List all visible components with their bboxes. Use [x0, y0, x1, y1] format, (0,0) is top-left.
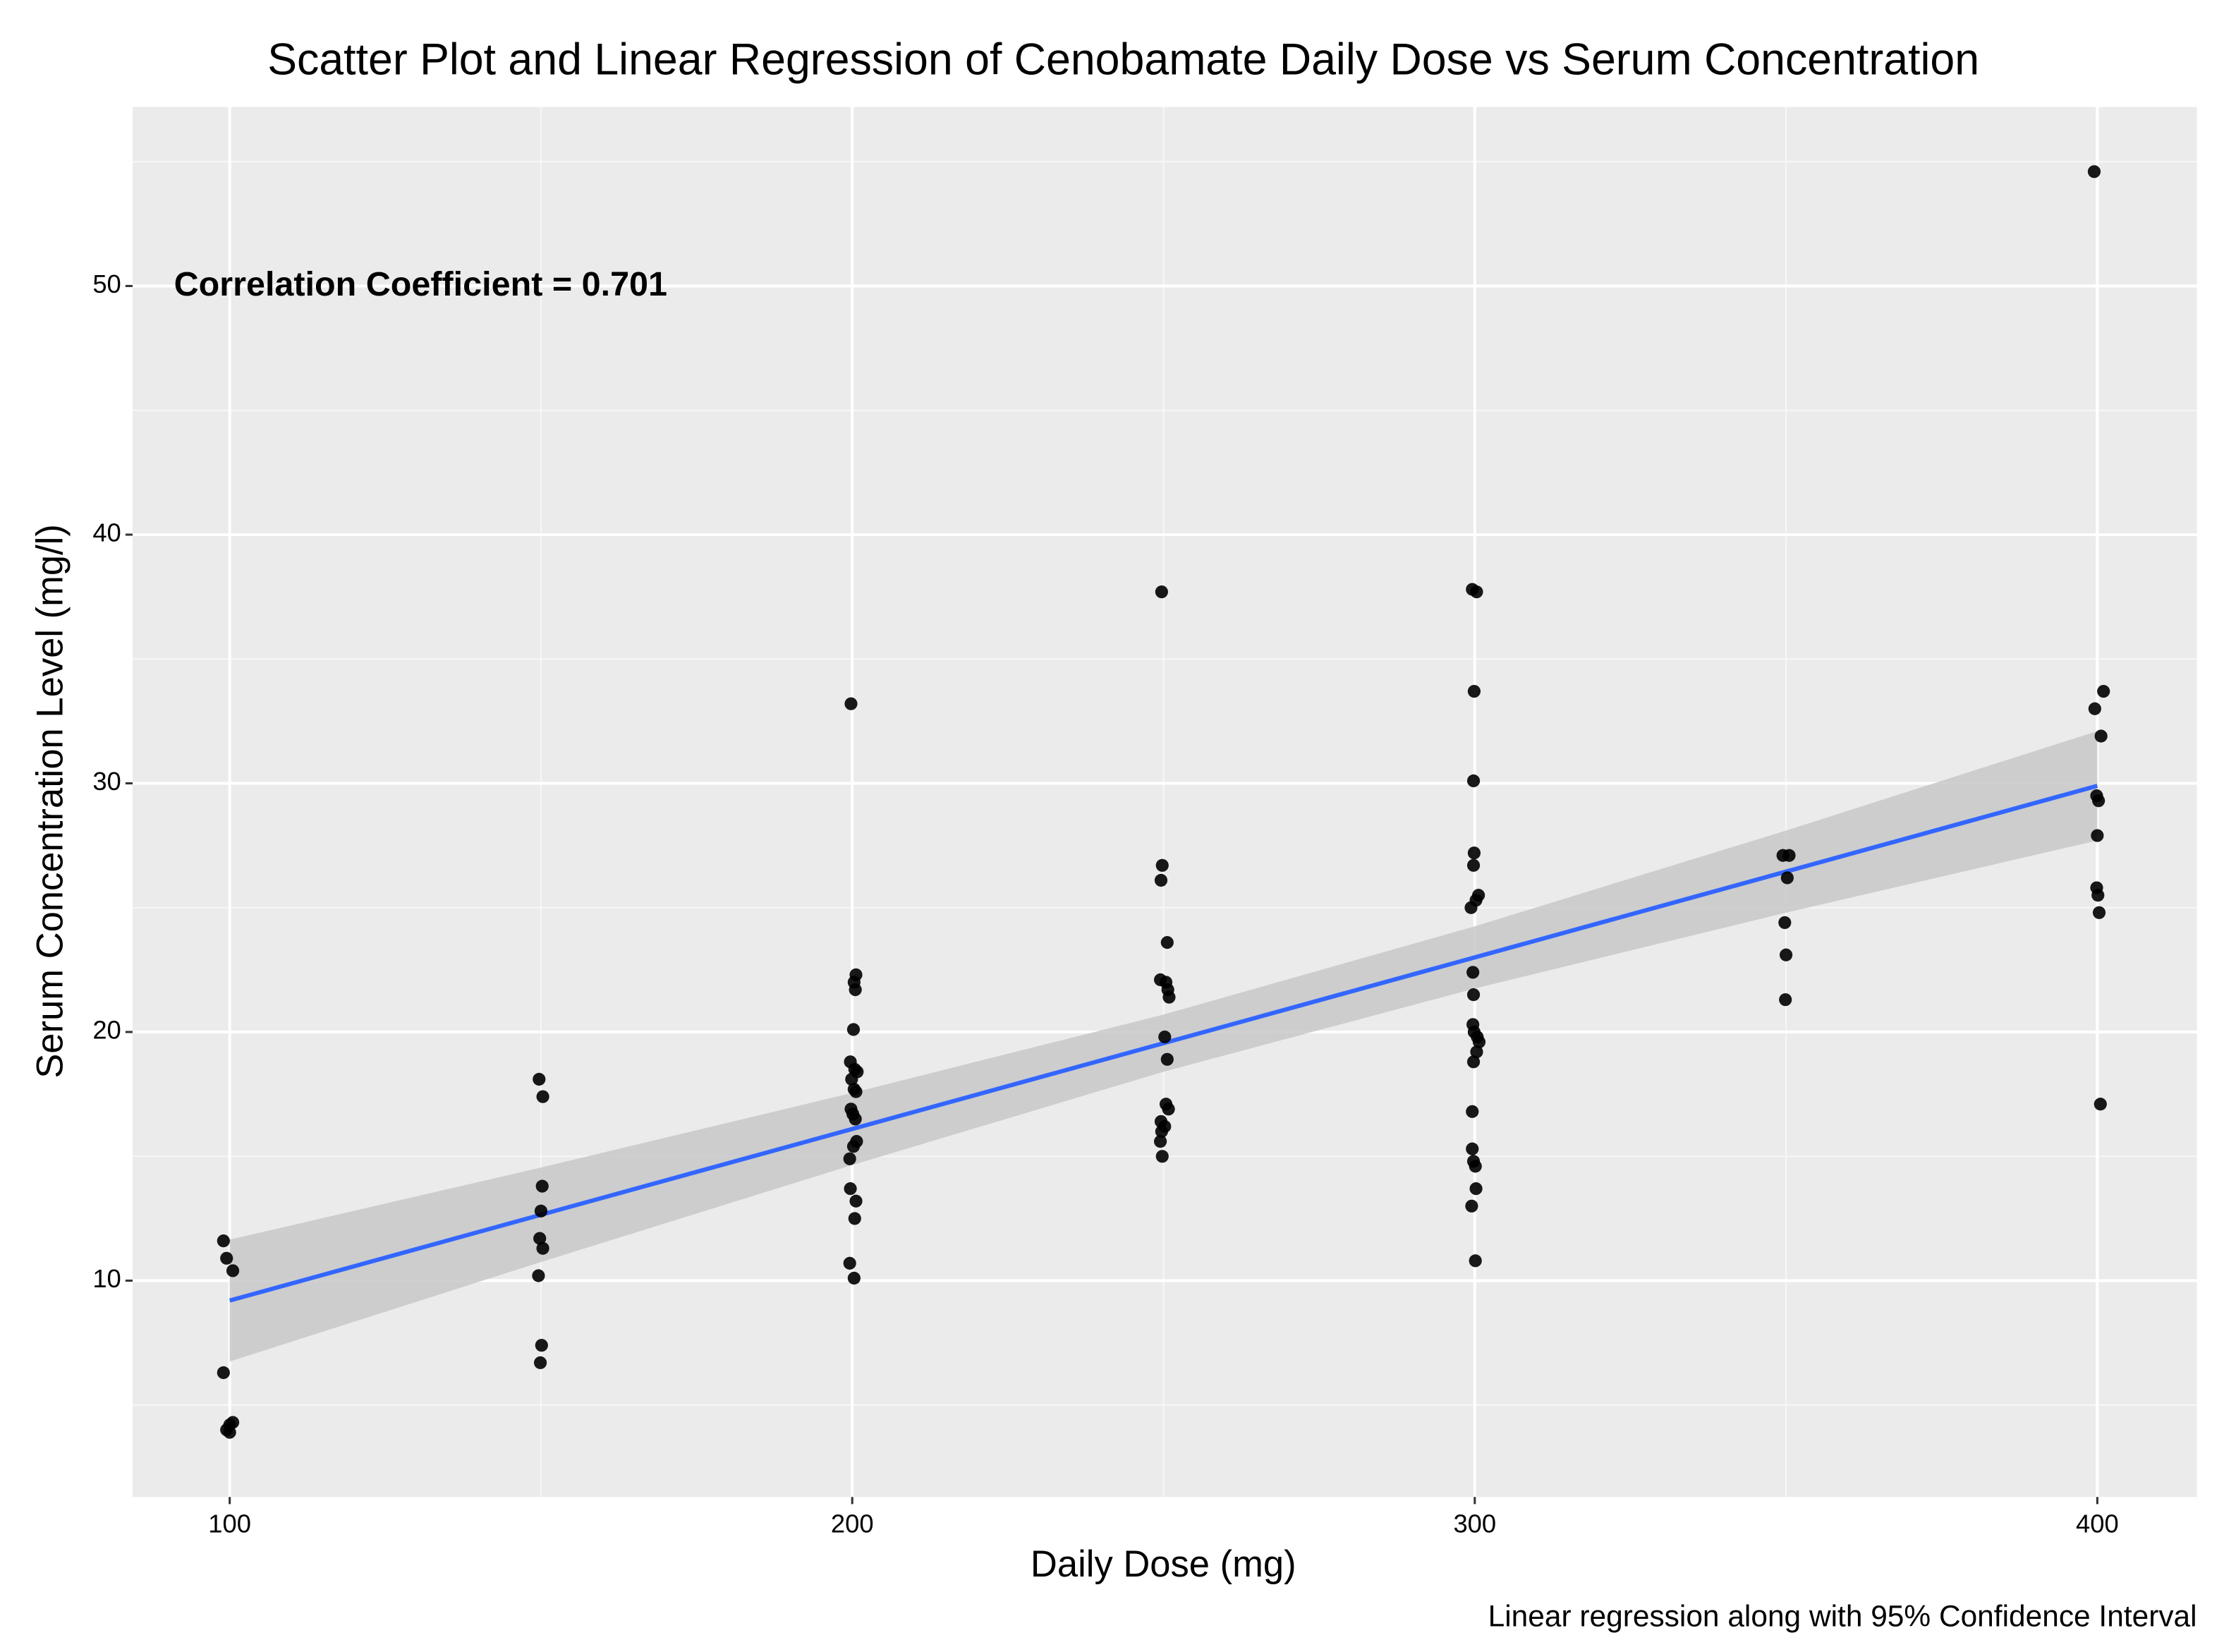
- data-point: [2094, 729, 2108, 743]
- data-point: [1780, 871, 1794, 885]
- x-axis-label: Daily Dose (mg): [1031, 1543, 1296, 1585]
- data-point: [1466, 966, 1480, 979]
- data-point: [844, 1182, 857, 1196]
- y-tick-label: 50: [92, 269, 121, 298]
- data-point: [2094, 1098, 2107, 1111]
- caption: Linear regression along with 95% Confide…: [1488, 1599, 2197, 1632]
- data-point: [1466, 858, 1481, 872]
- data-point: [220, 1251, 233, 1265]
- data-point: [1469, 1182, 1483, 1196]
- data-point: [217, 1366, 230, 1380]
- data-point: [843, 1152, 856, 1165]
- data-point: [845, 1072, 858, 1086]
- data-point: [846, 1140, 861, 1153]
- data-point: [1155, 1150, 1169, 1163]
- data-point: [849, 1112, 862, 1126]
- data-point: [1464, 901, 1478, 914]
- y-tick-label: 30: [92, 767, 121, 796]
- data-point: [1465, 1199, 1478, 1213]
- data-point: [2087, 165, 2101, 178]
- data-point: [534, 1204, 548, 1217]
- data-point: [1472, 1035, 1486, 1049]
- data-point: [847, 1271, 861, 1285]
- data-point: [844, 697, 858, 710]
- data-point: [1466, 1142, 1479, 1155]
- data-point: [849, 1085, 863, 1098]
- data-point: [2091, 829, 2104, 842]
- data-point: [536, 1090, 549, 1103]
- y-axis-label: Serum Concentration Level (mg/l): [30, 524, 71, 1079]
- data-point: [1779, 993, 1792, 1007]
- data-point: [2091, 889, 2105, 902]
- data-point: [849, 983, 862, 997]
- data-point: [1466, 1105, 1479, 1118]
- data-point: [223, 1426, 236, 1439]
- data-point: [533, 1072, 546, 1086]
- data-point: [1155, 1124, 1168, 1138]
- data-point: [1160, 1052, 1174, 1066]
- plot-layer: [132, 107, 2197, 1498]
- data-point: [535, 1339, 548, 1352]
- data-point: [226, 1264, 240, 1277]
- data-point: [1155, 858, 1169, 872]
- confidence-band: [229, 731, 2098, 1362]
- data-point: [1469, 1160, 1482, 1173]
- data-point: [1162, 990, 1176, 1004]
- data-point: [533, 1232, 547, 1245]
- data-point: [2097, 684, 2110, 698]
- data-point: [532, 1269, 545, 1282]
- data-point: [1780, 948, 1793, 961]
- data-point: [2092, 906, 2106, 919]
- data-point: [217, 1234, 230, 1248]
- x-tick-label: 300: [1453, 1509, 1496, 1538]
- data-point: [1466, 774, 1481, 788]
- data-point: [1470, 1045, 1483, 1059]
- data-point: [1782, 849, 1796, 862]
- data-point: [1155, 585, 1168, 599]
- data-point: [1466, 988, 1481, 1002]
- data-point: [843, 1256, 856, 1270]
- annotation: Correlation Coefficient = 0.701: [174, 265, 667, 303]
- data-point: [1162, 1103, 1175, 1116]
- data-point: [1470, 585, 1483, 599]
- data-point: [536, 1241, 549, 1255]
- data-point: [1467, 846, 1481, 860]
- data-point: [849, 1194, 863, 1208]
- x-tick-label: 400: [2076, 1509, 2119, 1538]
- data-point: [2088, 702, 2101, 715]
- data-point: [226, 1416, 240, 1429]
- y-tick-label: 20: [92, 1016, 121, 1045]
- data-point: [846, 1023, 861, 1036]
- data-point: [535, 1179, 549, 1193]
- data-point: [1154, 1135, 1167, 1148]
- data-point: [1158, 1030, 1172, 1044]
- y-tick-label: 40: [92, 518, 121, 547]
- data-point: [1160, 936, 1174, 949]
- x-tick-label: 200: [831, 1509, 874, 1538]
- data-point: [1778, 916, 1792, 930]
- data-point: [1466, 1055, 1481, 1069]
- data-point: [1469, 1254, 1482, 1268]
- data-point: [1154, 873, 1168, 887]
- data-point: [1467, 684, 1481, 698]
- x-tick-label: 100: [208, 1509, 251, 1538]
- data-point: [2092, 794, 2105, 808]
- data-point: [533, 1356, 547, 1369]
- data-point: [848, 1212, 861, 1225]
- chart-title: Scatter Plot and Linear Regression of Ce…: [267, 35, 1979, 85]
- y-tick-label: 10: [92, 1264, 121, 1293]
